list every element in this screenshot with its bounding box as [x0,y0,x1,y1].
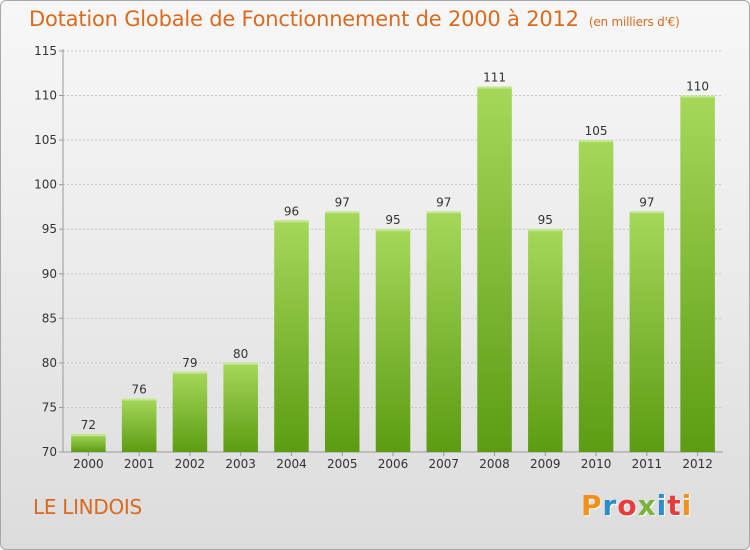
bar [426,211,462,452]
y-tick-label: 105 [34,133,57,147]
y-tick-label: 110 [34,89,57,103]
bar [324,211,360,452]
bar [172,371,208,452]
x-tick-label: 2009 [530,457,561,471]
logo-letter: o [617,489,638,522]
y-tick-label: 100 [34,178,57,192]
commune-name: LE LINDOIS [33,495,142,519]
logo-letter: P [581,489,603,522]
data-label: 80 [233,347,248,361]
x-tick-label: 2011 [632,457,663,471]
x-tick-label: 2006 [378,457,409,471]
data-label: 79 [182,356,197,370]
bar [629,211,665,452]
bar-highlight [375,229,411,232]
bar-highlight [274,220,309,223]
bar [375,229,411,452]
bar [578,140,614,452]
bar-highlight [71,434,106,437]
data-label: 97 [335,195,350,209]
y-tick-label: 75 [42,400,57,414]
data-label: 97 [639,195,654,209]
y-tick-label: 70 [42,445,57,459]
x-tick-label: 2008 [479,457,510,471]
bar-highlight [426,211,462,214]
proxiti-logo: Proxiti [581,489,692,522]
bar [121,398,157,452]
data-label: 72 [81,418,96,432]
x-tick-label: 2010 [581,457,612,471]
logo-letter: x [637,489,657,522]
x-tick-label: 2000 [73,457,104,471]
data-label: 111 [483,71,506,85]
y-tick-label: 80 [42,356,57,370]
x-tick-label: 2005 [327,457,358,471]
logo-letter: t [667,489,682,522]
bar-highlight [223,362,258,365]
bar-highlight [578,140,614,143]
x-tick-label: 2012 [682,457,713,471]
bar-highlight [528,229,563,232]
logo-letter: i [681,489,693,522]
title-text: Dotation Globale de Fonctionnement de 20… [29,7,579,31]
y-tick-label: 115 [34,44,57,58]
data-label: 96 [284,204,299,218]
x-tick-label: 2002 [175,457,206,471]
x-tick-label: 2001 [124,457,155,471]
x-tick-label: 2003 [225,457,256,471]
data-label: 95 [385,213,400,227]
data-label: 110 [686,80,709,94]
chart-subtitle: (en milliers d'€) [588,15,680,29]
y-tick-label: 95 [42,222,57,236]
x-tick-label: 2007 [428,457,459,471]
x-tick-label: 2004 [276,457,307,471]
bar [223,362,258,452]
bar [528,229,563,452]
bar-highlight [172,371,208,374]
bar [71,434,106,452]
bar [477,86,512,453]
bar [680,95,715,453]
data-label: 95 [538,213,553,227]
data-label: 97 [436,195,451,209]
bar-highlight [121,398,157,401]
bar-highlight [477,86,512,89]
bar [274,220,309,452]
bar-highlight [629,211,665,214]
data-label: 105 [585,124,608,138]
bar-highlight [680,95,715,98]
logo-letter: r [602,489,618,522]
bar-highlight [324,211,360,214]
logo-letter: i [656,489,668,522]
chart-title: Dotation Globale de Fonctionnement de 20… [29,7,680,31]
y-tick-label: 90 [42,267,57,281]
data-label: 76 [132,383,147,397]
y-tick-label: 85 [42,311,57,325]
